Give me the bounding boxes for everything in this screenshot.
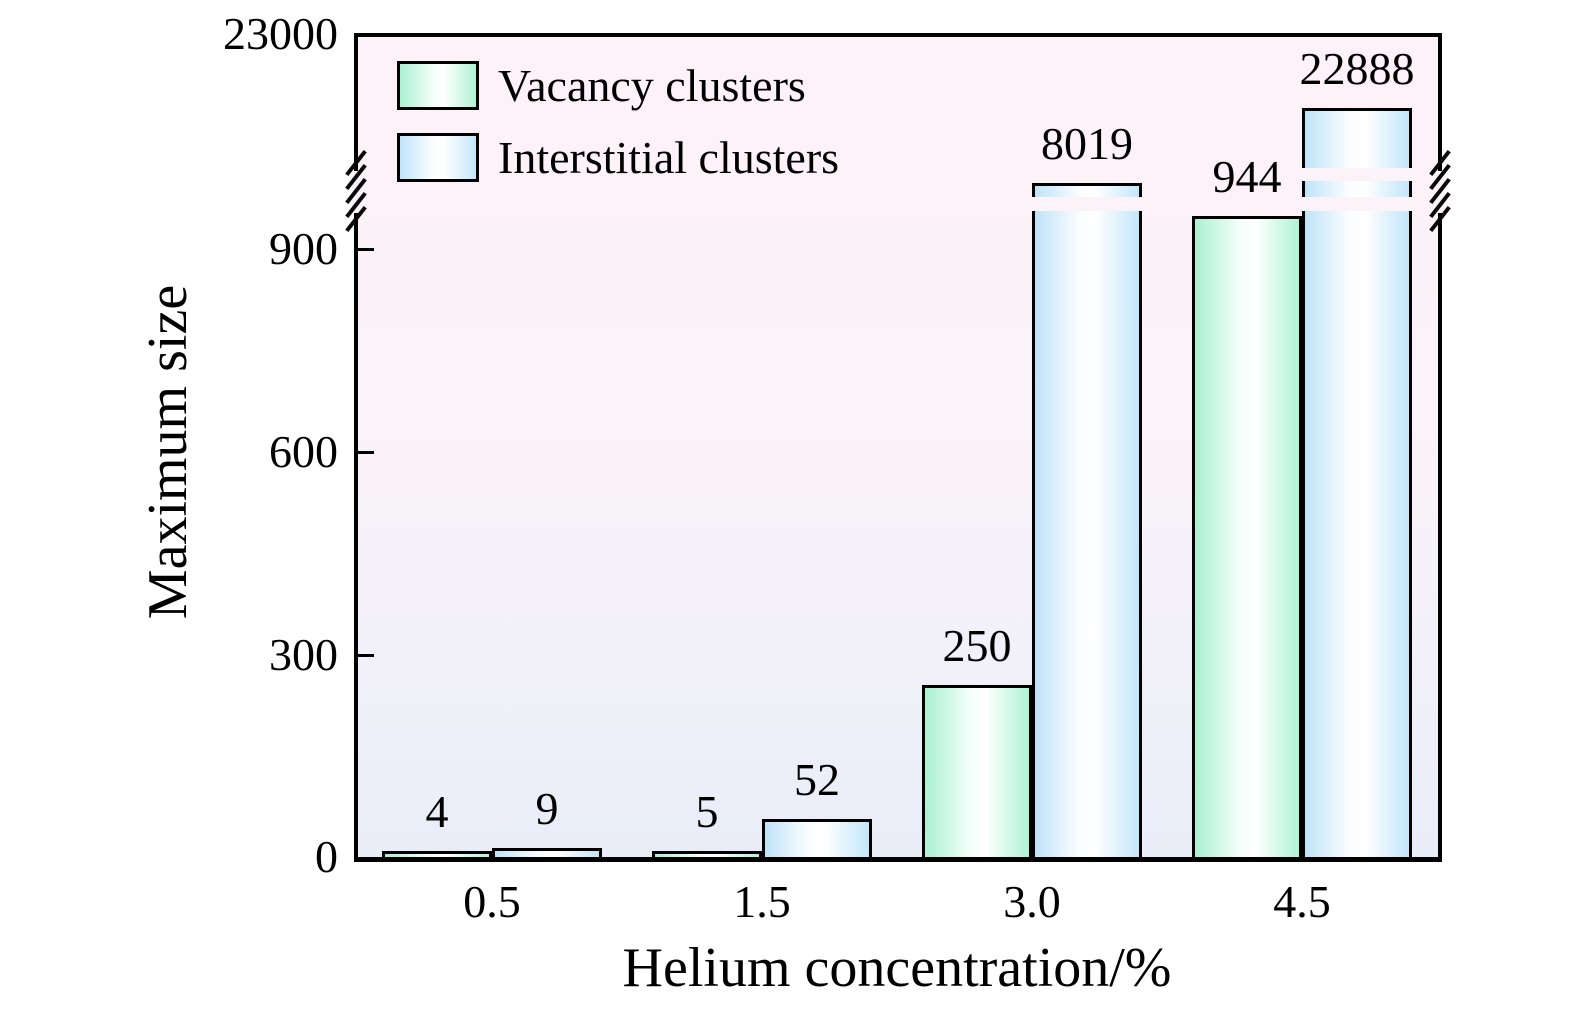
y-axis-title: Maximum size: [137, 284, 199, 620]
x-tick-label-0.5: 0.5: [463, 876, 521, 927]
value-label-vacancy-1.5: 5: [695, 785, 719, 837]
bar-vacancy-4.5: [1192, 216, 1302, 857]
bar-interstitial-4.5: [1302, 108, 1412, 857]
bar-break-gap: [1298, 197, 1416, 211]
x-tick-label-1.5: 1.5: [733, 876, 791, 927]
y-tick-mark-300: [358, 654, 374, 657]
bar-vacancy-3.0: [922, 685, 1032, 857]
x-axis-title: Helium concentration/%: [622, 937, 1172, 999]
y-tick-label-300: 300: [269, 629, 338, 680]
y-tick-mark-600: [358, 451, 374, 454]
bar-interstitial-3.0: [1032, 183, 1142, 857]
x-tick-label-4.5: 4.5: [1273, 876, 1331, 927]
legend-entry-vacancy: Vacancy clusters: [397, 61, 806, 110]
value-label-vacancy-0.5: 4: [425, 786, 449, 838]
value-label-interstitial-1.5: 52: [794, 753, 840, 805]
y-tick-label-0: 0: [315, 831, 338, 882]
bar-interstitial-0.5: [492, 847, 602, 857]
y-tick-label-600: 600: [269, 426, 338, 477]
legend-entry-interstitial: Interstitial clusters: [397, 133, 839, 182]
legend-swatch-vacancy-icon: [397, 61, 479, 110]
legend-label-interstitial: Interstitial clusters: [498, 132, 840, 183]
legend-swatch-interstitial-icon: [397, 133, 479, 182]
y-tick-label-top: 23000: [223, 8, 338, 59]
bar-vacancy-0.5: [382, 851, 492, 857]
x-tick-label-3.0: 3.0: [1003, 876, 1061, 927]
bar-break-gap: [1028, 197, 1146, 211]
y-tick-mark-900: [358, 248, 374, 251]
y-tick-label-900: 900: [269, 223, 338, 274]
legend-label-vacancy: Vacancy clusters: [498, 60, 806, 111]
bar-break-gap: [1298, 168, 1416, 181]
value-label-interstitial-3.0: 8019: [1041, 118, 1133, 169]
value-label-vacancy-3.0: 250: [942, 620, 1012, 672]
value-label-interstitial-4.5: 22888: [1299, 43, 1415, 94]
value-label-interstitial-0.5: 9: [535, 782, 559, 834]
bar-interstitial-1.5: [762, 818, 872, 857]
plot-area: Vacancy clusters Interstitial clusters: [354, 33, 1442, 862]
bar-vacancy-1.5: [652, 850, 762, 857]
value-label-vacancy-4.5: 944: [1212, 151, 1282, 203]
